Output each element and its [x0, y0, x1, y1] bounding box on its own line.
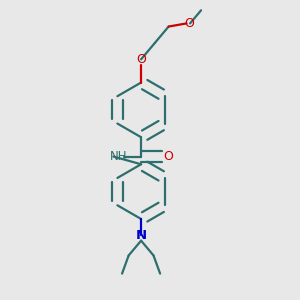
Text: O: O [184, 17, 194, 30]
Text: O: O [164, 150, 173, 163]
Text: N: N [136, 230, 147, 242]
Text: NH: NH [110, 150, 127, 163]
Text: O: O [136, 53, 146, 66]
